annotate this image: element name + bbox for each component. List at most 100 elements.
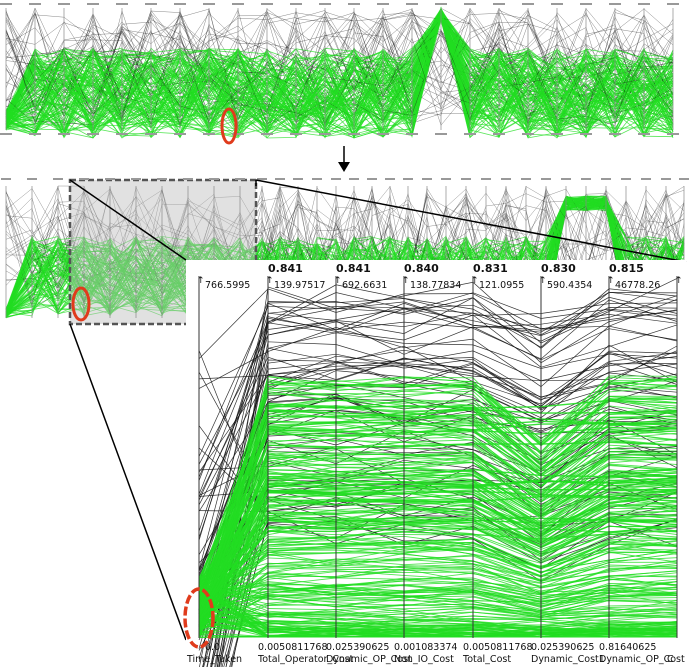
detail-data-line bbox=[198, 518, 678, 615]
down-arrow-icon bbox=[338, 146, 350, 172]
axis-name-label: Dynamic_OP_Cost bbox=[599, 654, 685, 665]
middle-axis-max-label bbox=[367, 178, 377, 180]
overview-axes bbox=[0, 3, 679, 135]
overview-panel bbox=[0, 2, 687, 145]
middle-axis-max-label bbox=[331, 178, 341, 180]
detail-data-line bbox=[211, 278, 678, 667]
detail-data-line bbox=[198, 408, 678, 611]
detail-data-line bbox=[198, 537, 678, 622]
axis-max-label: 139.97517 bbox=[274, 280, 325, 291]
axis-name-label: Dynamic_OP_Cost bbox=[326, 654, 412, 665]
detail-data-line bbox=[198, 434, 678, 606]
overview-data-line bbox=[5, 28, 674, 119]
detail-data-line bbox=[203, 432, 678, 667]
overview-axis-max-label bbox=[580, 3, 592, 5]
detail-data-line bbox=[198, 543, 678, 594]
middle-axis-max-label bbox=[481, 178, 491, 180]
middle-axis-max-label bbox=[521, 178, 531, 180]
middle-axis-max-label bbox=[661, 178, 671, 180]
overview-axis-name-label bbox=[290, 133, 302, 135]
middle-axis-max-label bbox=[461, 178, 471, 180]
detail-data-line bbox=[198, 476, 678, 623]
detail-data-line bbox=[198, 592, 678, 636]
axis-min-label: 0.0 bbox=[205, 642, 220, 653]
detail-data-line bbox=[198, 577, 678, 598]
overview-data-line bbox=[5, 17, 674, 139]
detail-data-line bbox=[198, 449, 678, 623]
overview-data-line bbox=[5, 9, 674, 139]
middle-axis-max-label bbox=[131, 178, 141, 180]
detail-data-line bbox=[198, 578, 678, 618]
detail-data-line bbox=[198, 591, 678, 631]
axis-min-label: 0.81640625 bbox=[599, 642, 656, 653]
axis-up-arrow-icon: ↑ bbox=[402, 276, 410, 286]
overview-axis-name-label bbox=[348, 133, 360, 135]
detail-data-line bbox=[198, 508, 678, 579]
detail-data-line bbox=[198, 621, 678, 630]
middle-axis-max-label bbox=[293, 178, 303, 180]
overview-axis-max-label bbox=[493, 3, 505, 5]
axis-max-label: 590.4354 bbox=[547, 280, 592, 291]
detail-data-line bbox=[198, 597, 678, 613]
overview-axis-name-label bbox=[319, 133, 331, 135]
detail-data-line bbox=[198, 592, 678, 627]
overview-axis-name-label bbox=[203, 133, 215, 135]
middle-axis-max-label bbox=[385, 178, 395, 180]
middle-axis-max-label bbox=[581, 178, 591, 180]
overview-axis-max-label bbox=[609, 3, 621, 5]
overview-axis-max-label bbox=[319, 3, 331, 5]
overview-axis-max-label bbox=[551, 3, 563, 5]
detail-data-line bbox=[198, 536, 678, 614]
overview-data-line bbox=[5, 8, 674, 128]
detail-data-line bbox=[198, 421, 678, 627]
detail-data-line bbox=[198, 320, 678, 539]
detail-data-line bbox=[198, 576, 678, 605]
overview-axis-name-label bbox=[493, 133, 505, 135]
detail-data-line bbox=[198, 461, 678, 621]
axis-name-label: C bbox=[667, 654, 674, 665]
overview-axis-name-label bbox=[667, 133, 679, 135]
detail-data-line bbox=[198, 607, 678, 630]
detail-data-line bbox=[198, 451, 678, 593]
middle-axis-max-label bbox=[53, 178, 63, 180]
axis-correlation-label: 0.840 bbox=[404, 262, 439, 275]
detail-data-line bbox=[198, 298, 678, 481]
detail-data-line bbox=[198, 480, 678, 613]
detail-data-line bbox=[198, 420, 678, 619]
overview-axis-max-label bbox=[377, 3, 389, 5]
middle-axis-max-label bbox=[209, 178, 219, 180]
detail-data-line bbox=[198, 520, 678, 581]
detail-data-line bbox=[206, 347, 678, 667]
axis-min-label: 0.001083374 bbox=[394, 642, 457, 653]
detail-data-line bbox=[198, 499, 678, 638]
overview-data-line bbox=[5, 10, 674, 139]
detail-data-line bbox=[198, 453, 678, 618]
overview-axis-max-label bbox=[667, 3, 679, 5]
overview-axis-max-label bbox=[522, 3, 534, 5]
detail-data-line bbox=[198, 419, 678, 584]
axis-correlation-label: 0.841 bbox=[336, 262, 371, 275]
detail-data-line bbox=[198, 503, 678, 623]
axis-max-label: 766.5995 bbox=[205, 280, 250, 291]
detail-data-line bbox=[198, 494, 678, 607]
detail-data-line bbox=[198, 361, 678, 576]
detail-data-line bbox=[198, 391, 678, 609]
detail-data-line bbox=[198, 375, 678, 620]
detail-data-line bbox=[198, 524, 678, 611]
detail-data-line bbox=[198, 504, 678, 593]
axis-up-arrow-icon: ↑ bbox=[266, 276, 274, 286]
axis-max-label: 46778.26 bbox=[615, 280, 660, 291]
detail-data-line bbox=[198, 457, 677, 636]
overview-axis-name-label bbox=[232, 133, 244, 135]
middle-highlight-marker bbox=[71, 286, 91, 322]
detail-data-line bbox=[198, 413, 678, 632]
middle-axis-max-label bbox=[541, 178, 551, 180]
detail-data-line bbox=[198, 423, 678, 579]
detail-data-line bbox=[198, 558, 678, 637]
middle-axis-max-label bbox=[679, 178, 689, 180]
detail-data-line bbox=[198, 456, 678, 634]
detail-data-line bbox=[198, 291, 678, 613]
overview-data-line bbox=[5, 9, 674, 136]
